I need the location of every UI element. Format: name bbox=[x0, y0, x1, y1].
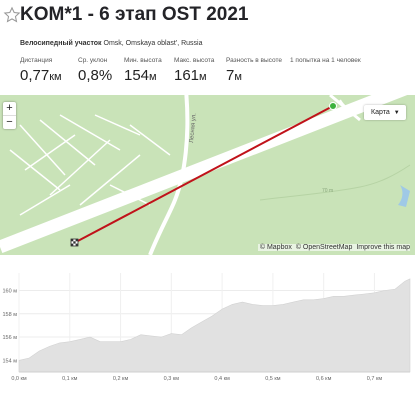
improve-map-link[interactable]: Improve this map bbox=[356, 244, 410, 251]
stat-distance: Дистанция 0,77км bbox=[20, 57, 62, 84]
mapbox-link[interactable]: © Mapbox bbox=[259, 244, 292, 251]
location-text: Omsk, Omskaya oblast', Russia bbox=[103, 40, 203, 47]
stat-min-elevation: Мин. высота 154м bbox=[124, 57, 162, 84]
stat-label: Макс. высота bbox=[174, 57, 215, 64]
stat-value: 0,8% bbox=[78, 67, 113, 84]
y-tick-label: 158 м bbox=[3, 312, 18, 318]
osm-link[interactable]: © OpenStreetMap bbox=[295, 244, 353, 251]
x-tick-label: 0,7 км bbox=[367, 376, 383, 382]
segment-location: Велосипедный участок Omsk, Omskaya oblas… bbox=[20, 40, 203, 47]
x-tick-label: 0,1 км bbox=[62, 376, 78, 382]
stat-value: 161 bbox=[174, 67, 200, 84]
x-tick-label: 0,0 км bbox=[11, 376, 27, 382]
x-tick-label: 0,6 км bbox=[316, 376, 332, 382]
start-marker-icon bbox=[329, 102, 337, 110]
zoom-in-button[interactable]: + bbox=[3, 102, 16, 116]
stat-unit: м bbox=[199, 71, 207, 83]
stat-elevation-difference: Разность в высоте 7м bbox=[226, 57, 282, 84]
park-paths bbox=[9, 114, 171, 216]
attempts-text: 1 попытка на 1 человек bbox=[290, 57, 361, 64]
y-tick-label: 160 м bbox=[3, 288, 18, 294]
stat-unit: км bbox=[49, 71, 62, 83]
stat-max-elevation: Макс. высота 161м bbox=[174, 57, 214, 84]
stat-label: Мин. высота bbox=[124, 57, 162, 64]
main-road bbox=[0, 95, 408, 254]
map-type-label: Карта bbox=[371, 109, 390, 116]
chevron-down-icon: ▼ bbox=[393, 110, 400, 116]
map-canvas[interactable]: 70 m Лесная ул. bbox=[0, 95, 415, 255]
elevation-chart-svg[interactable]: 154 м 156 м 158 м 160 м 0,0 км 0,1 км 0,2 км 0,… bbox=[0, 265, 415, 400]
x-tick-label: 0,5 км bbox=[265, 376, 281, 382]
stat-unit: м bbox=[234, 71, 242, 83]
finish-flag-icon bbox=[70, 238, 79, 247]
stat-label: Разность в высоте bbox=[226, 57, 282, 64]
y-tick-label: 156 м bbox=[3, 335, 18, 341]
elevation-chart[interactable]: 154 м 156 м 158 м 160 м 0,0 км 0,1 км 0,2 км 0,… bbox=[0, 265, 415, 400]
stat-value: 154 bbox=[124, 67, 150, 84]
segment-map[interactable]: 70 m Лесная ул. + − Карта ▼ © Mapbox © Op… bbox=[0, 95, 415, 255]
zoom-control: + − bbox=[3, 102, 16, 129]
star-icon[interactable] bbox=[3, 6, 21, 24]
stat-value: 0,77 bbox=[20, 67, 50, 84]
minor-road bbox=[339, 99, 361, 111]
segment-header: KOM*1 - 6 этап OST 2021 Велосипедный уча… bbox=[0, 0, 415, 95]
page-title: KOM*1 - 6 этап OST 2021 bbox=[20, 4, 249, 25]
stat-avg-grade: Ср. уклон 0,8% bbox=[78, 57, 112, 84]
zoom-out-button[interactable]: − bbox=[6, 116, 13, 128]
x-tick-label: 0,4 км bbox=[214, 376, 230, 382]
contour-label: 70 m bbox=[322, 188, 333, 194]
street-label: Лесная ул. bbox=[189, 113, 198, 144]
segment-type-label: Велосипедный участок bbox=[20, 40, 102, 47]
x-tick-label: 0,3 км bbox=[164, 376, 180, 382]
stat-value: 7 bbox=[226, 67, 235, 84]
x-tick-label: 0,2 км bbox=[113, 376, 129, 382]
y-tick-label: 154 м bbox=[3, 358, 18, 364]
water-body bbox=[398, 185, 410, 207]
side-road bbox=[148, 95, 190, 255]
stat-label: Дистанция bbox=[20, 57, 53, 64]
segment-route-line bbox=[73, 105, 334, 244]
stat-unit: м bbox=[149, 71, 157, 83]
stats-row: Дистанция 0,77км Ср. уклон 0,8% Мин. выс… bbox=[20, 57, 415, 87]
map-type-dropdown[interactable]: Карта ▼ bbox=[364, 105, 406, 120]
stat-label: Ср. уклон bbox=[78, 57, 108, 64]
contour-line bbox=[259, 164, 411, 201]
map-attribution: © Mapbox © OpenStreetMap Improve this ma… bbox=[257, 244, 410, 251]
elevation-area bbox=[18, 278, 411, 373]
